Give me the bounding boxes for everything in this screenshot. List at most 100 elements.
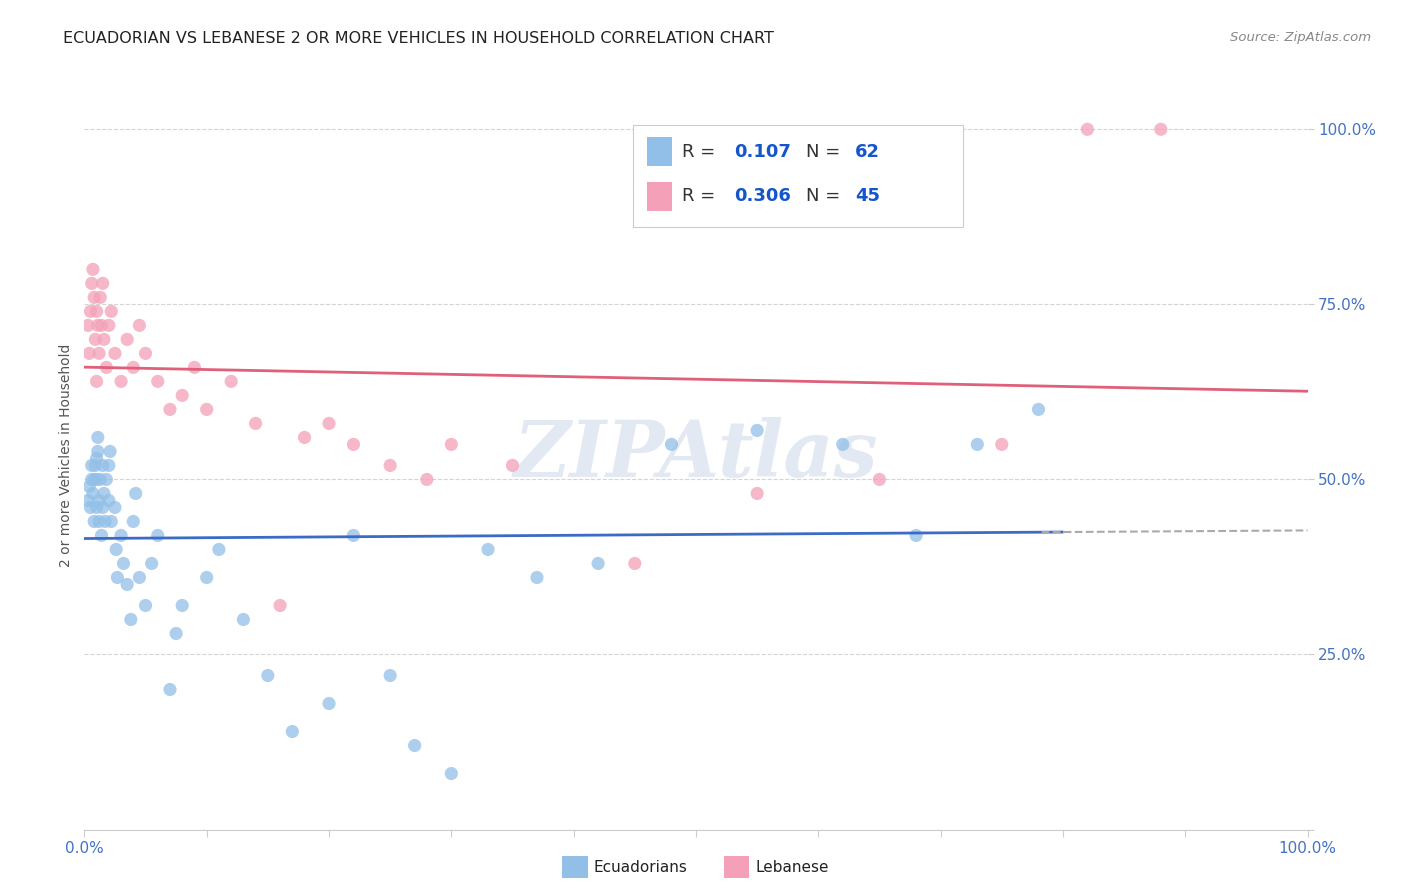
Point [135, 346, 157, 360]
Point [100, 304, 122, 318]
Text: N =: N = [806, 143, 845, 161]
Point [146, 375, 169, 389]
Point [294, 430, 316, 444]
Point [342, 528, 364, 542]
Point [281, 724, 304, 739]
Point [112, 557, 135, 571]
Point [96, 472, 118, 486]
Text: R =: R = [682, 143, 721, 161]
Text: Source: ZipAtlas.com: Source: ZipAtlas.com [1230, 31, 1371, 45]
Point [115, 577, 138, 591]
Point [89, 290, 111, 304]
Point [91, 277, 114, 291]
Point [110, 375, 132, 389]
Point [105, 542, 128, 557]
Point [80, 472, 103, 486]
Point [87, 515, 110, 529]
Point [86, 451, 108, 466]
Point [245, 417, 267, 431]
Point [120, 612, 142, 626]
Text: ZIPAtlas: ZIPAtlas [513, 417, 879, 493]
Point [122, 515, 145, 529]
Point [86, 472, 108, 486]
Text: 62: 62 [855, 143, 880, 161]
Point [104, 500, 127, 515]
Text: ECUADORIAN VS LEBANESE 2 OR MORE VEHICLES IN HOUSEHOLD CORRELATION CHART: ECUADORIAN VS LEBANESE 2 OR MORE VEHICLE… [63, 31, 775, 46]
Text: Ecuadorians: Ecuadorians [593, 860, 688, 874]
Point [83, 515, 105, 529]
Point [477, 542, 499, 557]
Point [1028, 402, 1050, 417]
Point [83, 290, 105, 304]
Point [219, 375, 242, 389]
Point [624, 557, 647, 571]
Point [86, 375, 108, 389]
Point [96, 360, 118, 375]
Point [208, 542, 231, 557]
Point [318, 697, 340, 711]
Point [269, 599, 291, 613]
Point [172, 388, 194, 402]
Y-axis label: 2 or more Vehicles in Household: 2 or more Vehicles in Household [59, 343, 73, 566]
Point [77, 479, 100, 493]
Point [91, 458, 114, 473]
Point [135, 599, 157, 613]
Text: 0.306: 0.306 [734, 187, 790, 205]
Point [404, 739, 426, 753]
Point [416, 472, 439, 486]
Text: R =: R = [682, 187, 721, 205]
Point [159, 682, 181, 697]
Point [87, 346, 110, 360]
Point [747, 424, 769, 438]
Point [80, 277, 103, 291]
Text: 0.107: 0.107 [734, 143, 790, 161]
Point [93, 486, 115, 500]
Point [87, 318, 110, 333]
Point [84, 332, 107, 346]
Point [1076, 122, 1098, 136]
Point [82, 486, 104, 500]
Point [110, 528, 132, 542]
Point [115, 332, 138, 346]
Point [342, 437, 364, 451]
Point [83, 472, 105, 486]
Point [80, 458, 103, 473]
Point [172, 599, 194, 613]
Point [97, 458, 120, 473]
Point [77, 346, 100, 360]
Point [141, 557, 163, 571]
Point [100, 515, 122, 529]
Point [86, 304, 108, 318]
Point [146, 528, 169, 542]
Text: Lebanese: Lebanese [755, 860, 828, 874]
Text: N =: N = [806, 187, 845, 205]
Point [526, 570, 548, 584]
Point [94, 515, 117, 529]
Point [661, 437, 683, 451]
Point [87, 493, 110, 508]
Point [183, 360, 205, 375]
Point [586, 557, 609, 571]
Point [747, 486, 769, 500]
Point [440, 437, 463, 451]
Point [90, 318, 112, 333]
Point [86, 500, 108, 515]
Point [195, 570, 218, 584]
Point [97, 318, 120, 333]
Point [991, 437, 1014, 451]
Point [105, 570, 128, 584]
Point [502, 458, 524, 473]
Point [104, 346, 127, 360]
Point [87, 444, 110, 458]
Point [98, 444, 121, 458]
Text: 45: 45 [855, 187, 880, 205]
Point [380, 458, 402, 473]
Point [869, 472, 891, 486]
Point [128, 318, 150, 333]
Point [122, 360, 145, 375]
Point [195, 402, 218, 417]
Point [79, 304, 101, 318]
Point [318, 417, 340, 431]
Point [905, 528, 928, 542]
Point [380, 668, 402, 682]
